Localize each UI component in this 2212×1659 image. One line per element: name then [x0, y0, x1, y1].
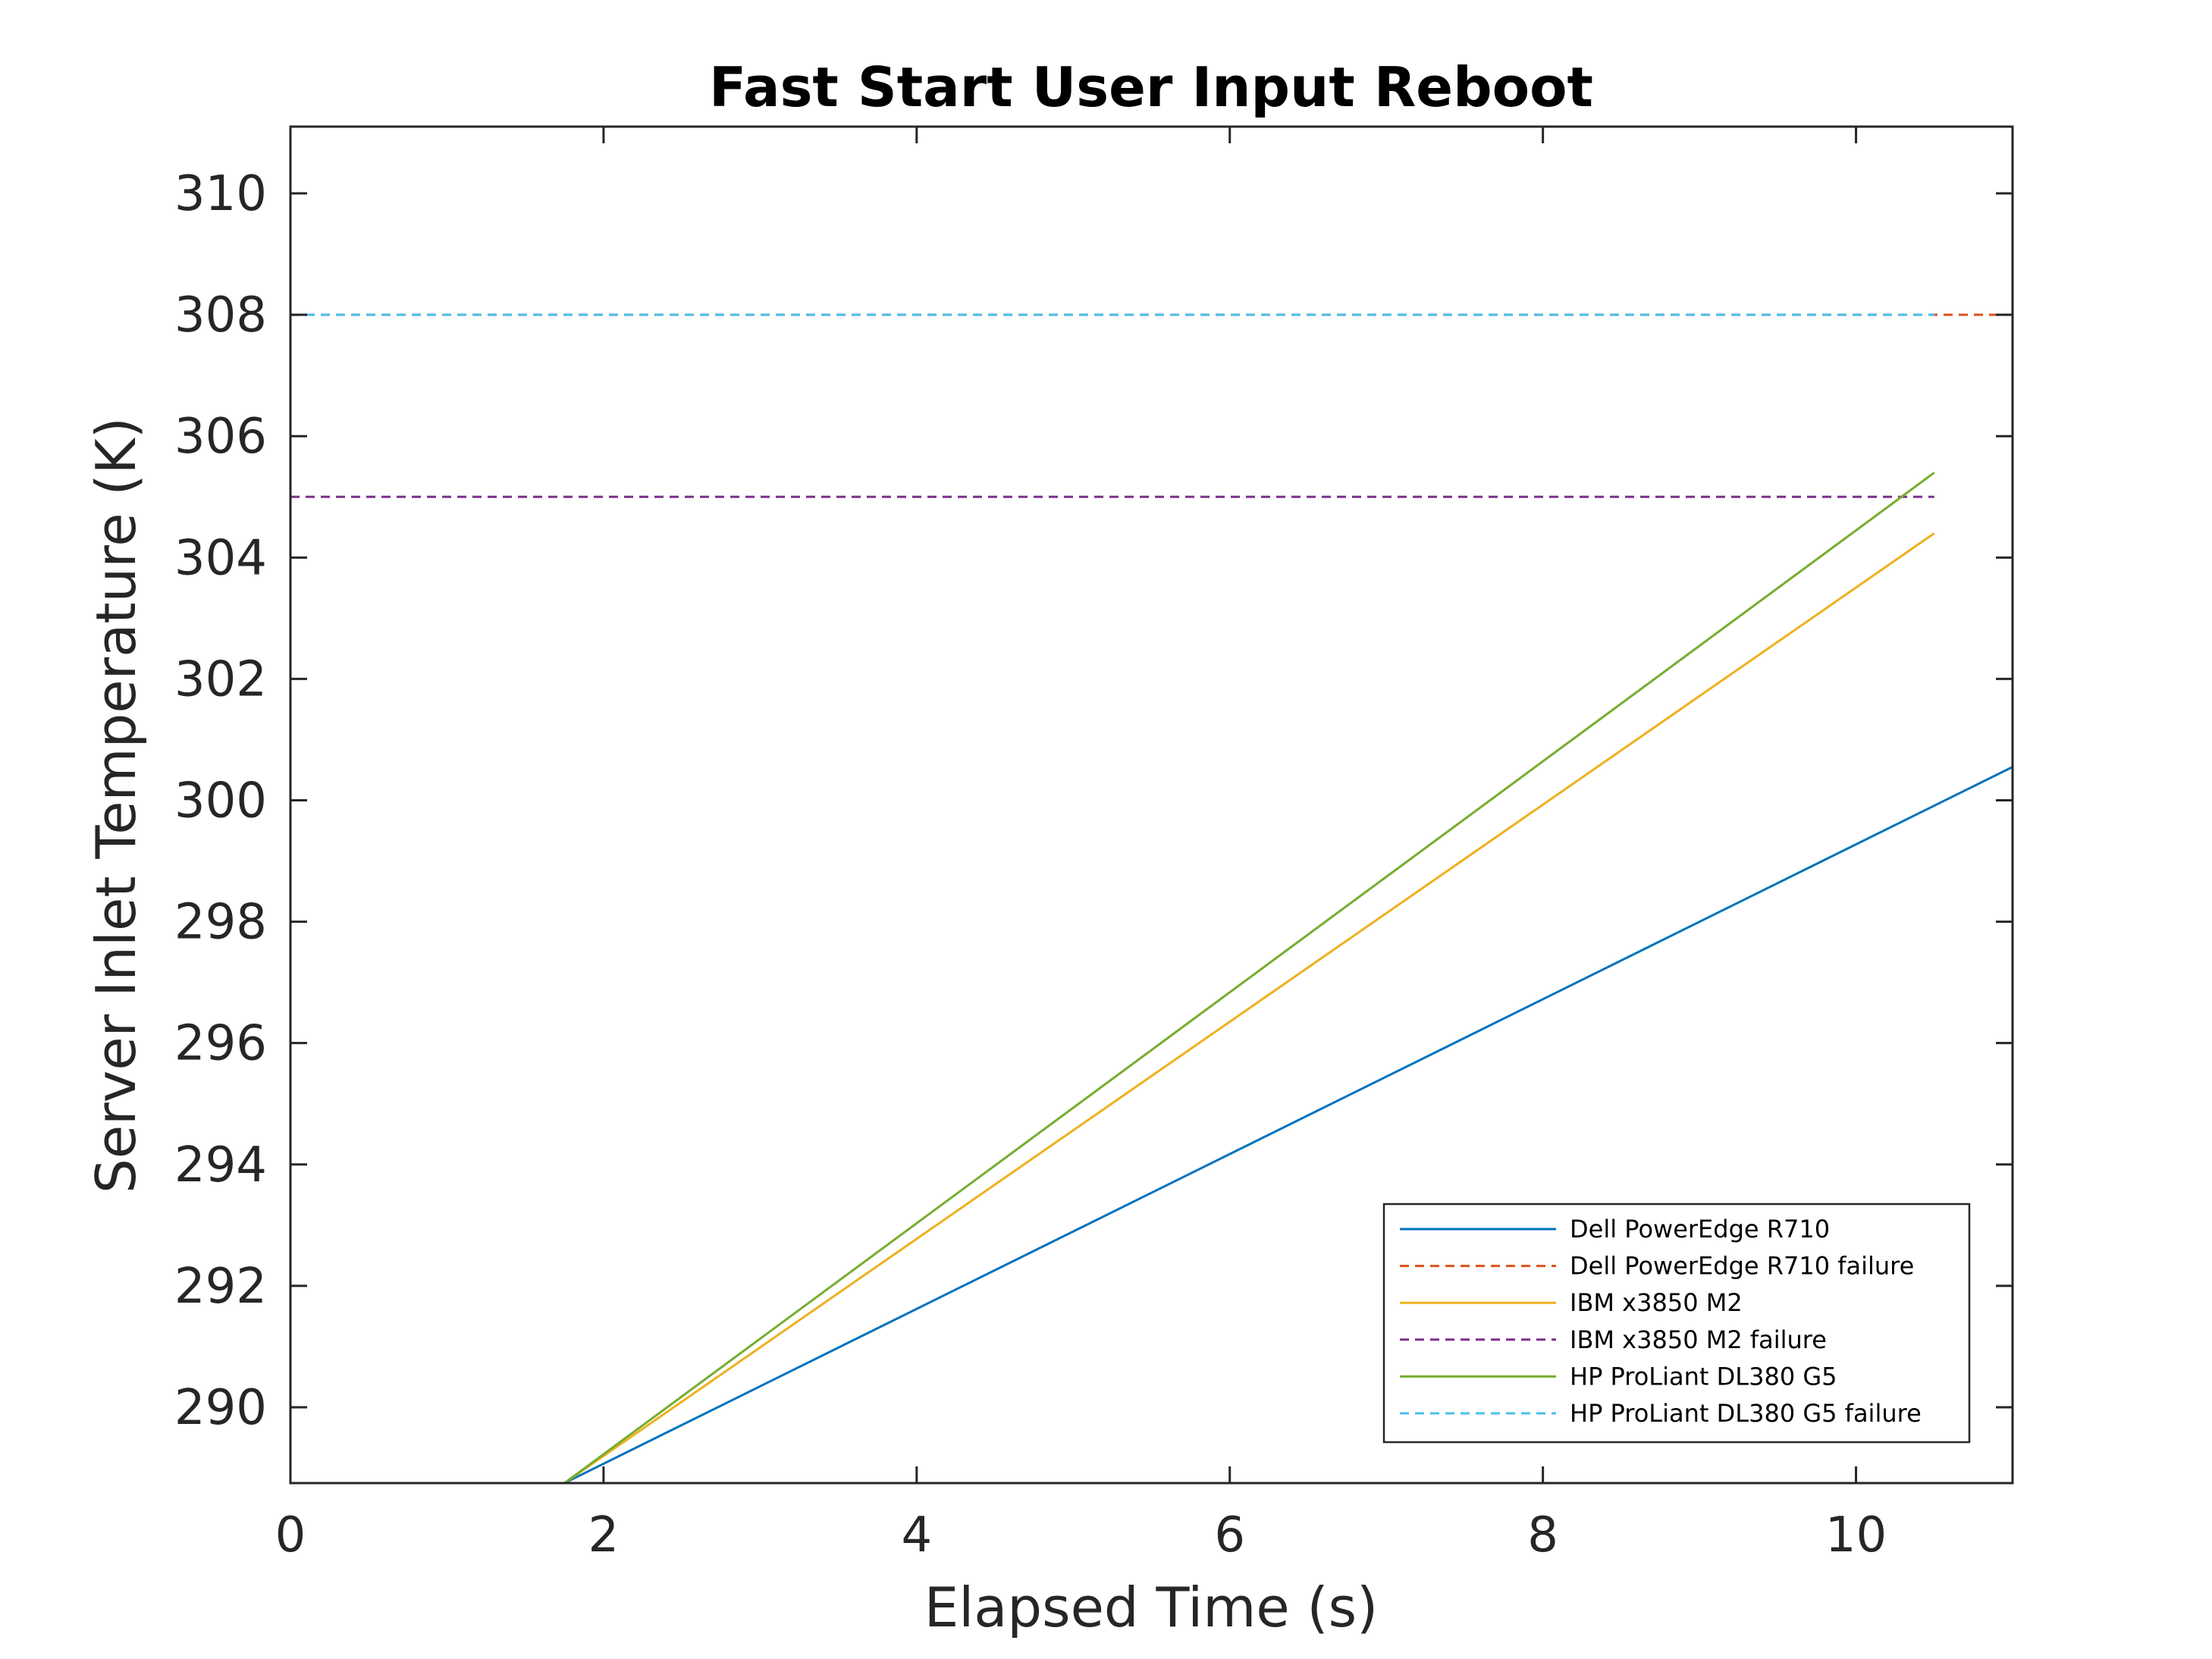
y-tick-label: 294: [174, 1137, 267, 1193]
y-axis: 290 292 294 296 298 300 302 304 306 308 310: [174, 166, 2013, 1436]
x-tick-label: 2: [588, 1507, 620, 1563]
plot-area-border: [289, 125, 2014, 1485]
legend-label-5: HP ProLiant DL380 G5: [1570, 1362, 1837, 1391]
legend-box: [1382, 1203, 1971, 1444]
legend-label-4: IBM x3850 M2 failure: [1570, 1325, 1827, 1354]
y-tick-label: 290: [174, 1380, 267, 1436]
y-tick-label: 308: [174, 287, 267, 343]
legend-label-2: Dell PowerEdge R710 failure: [1570, 1252, 1914, 1281]
y-tick-label: 298: [174, 895, 267, 951]
y-tick-label: 306: [174, 409, 267, 465]
chart-title: Fast Start User Input Reboot: [709, 55, 1593, 119]
y-tick-label: 310: [174, 166, 267, 222]
y-tick-label: 296: [174, 1016, 267, 1072]
legend-label-1: Dell PowerEdge R710: [1570, 1215, 1830, 1243]
x-axis: 0 2 4 6 8 10: [275, 127, 1887, 1563]
x-tick-label: 0: [275, 1507, 306, 1563]
legend-label-3: IBM x3850 M2: [1570, 1288, 1743, 1317]
x-tick-label: 6: [1214, 1507, 1245, 1563]
legend-label-6: HP ProLiant DL380 G5 failure: [1570, 1399, 1922, 1428]
y-axis-label: Server Inlet Temperature (K): [84, 417, 148, 1193]
x-tick-label: 10: [1825, 1507, 1887, 1563]
y-tick-label: 292: [174, 1259, 267, 1315]
y-tick-label: 302: [174, 651, 267, 707]
y-tick-label: 304: [174, 530, 267, 586]
legend: Dell PowerEdge R710 Dell PowerEdge R710 f…: [1382, 1203, 1971, 1444]
x-tick-label: 8: [1527, 1507, 1558, 1563]
y-tick-label: 300: [174, 773, 267, 829]
x-axis-label: Elapsed Time (s): [924, 1576, 1379, 1639]
x-tick-label: 4: [901, 1507, 932, 1563]
